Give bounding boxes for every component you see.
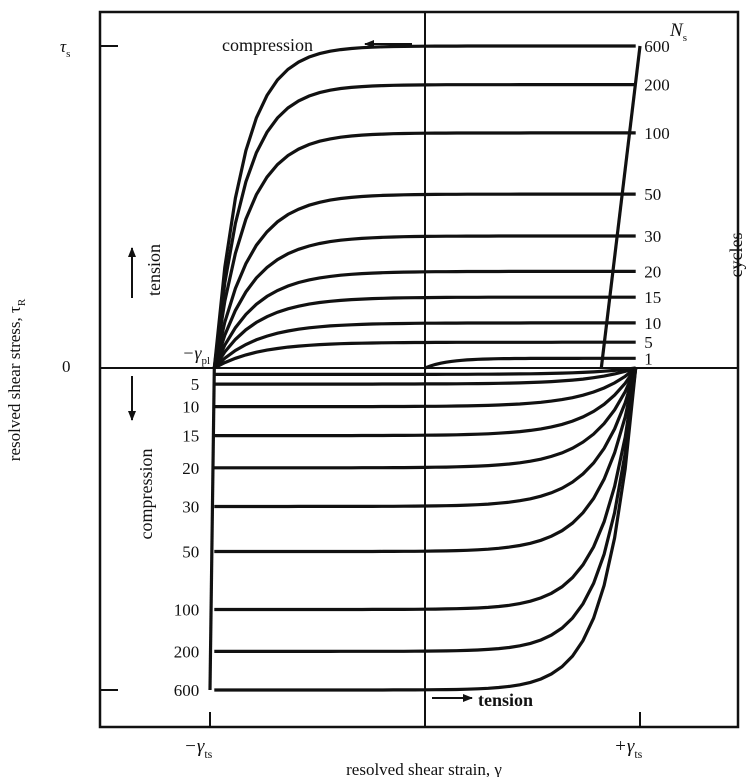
- compression-curve-1: [214, 366, 636, 376]
- plot-border: [98, 10, 740, 729]
- compression-curve-200: [214, 367, 638, 653]
- left-elastic-line: [208, 367, 216, 691]
- tension-curve-100: [212, 131, 636, 369]
- cycles-label: cycles: [726, 233, 746, 278]
- tension-label-600: 600: [644, 37, 670, 56]
- y-axis-title: resolved shear stress, τR: [5, 298, 28, 461]
- compression-top-label: compression: [222, 35, 313, 55]
- tension-curve-30: [212, 234, 636, 369]
- tension-curve-200: [212, 83, 636, 369]
- compression-curve-30: [214, 367, 638, 509]
- compression-curve-50: [214, 367, 638, 554]
- tension-label-1: 1: [644, 349, 653, 368]
- tension-curve-5: [213, 340, 636, 370]
- tension-label-15: 15: [644, 288, 661, 307]
- tension-label-50: 50: [644, 185, 661, 204]
- tension-curve-20: [212, 269, 636, 369]
- compression-label-600: 600: [174, 681, 200, 700]
- plot-frame: [98, 10, 740, 729]
- tension-label-100: 100: [644, 124, 670, 143]
- compression-label-100: 100: [174, 601, 200, 620]
- x-axis-title: resolved shear strain, γ: [346, 760, 502, 777]
- curves: [208, 44, 642, 692]
- y-tick-label-1: τs: [60, 37, 70, 60]
- x-tick-label-neg: −γts: [184, 736, 213, 761]
- compression-left-label: compression: [136, 449, 156, 540]
- compression-label-30: 30: [182, 497, 199, 516]
- compression-curve-600: [214, 367, 638, 692]
- tension-label-20: 20: [644, 262, 661, 281]
- tension-left-label: tension: [144, 244, 164, 296]
- compression-label-50: 50: [182, 543, 199, 562]
- tension-curve-15: [212, 295, 636, 369]
- tension-curve-10: [213, 321, 636, 370]
- compression-label-20: 20: [182, 459, 199, 478]
- tension-label-200: 200: [644, 76, 670, 95]
- tension-curve-50: [212, 192, 636, 369]
- tension-label-30: 30: [644, 227, 661, 246]
- compression-label-10: 10: [182, 398, 199, 417]
- tension-curve-1: [424, 356, 636, 370]
- y-tick-label-0: 0: [62, 357, 71, 376]
- tension-label-10: 10: [644, 314, 661, 333]
- tension-curve-600: [212, 44, 636, 369]
- gamma-pl-label: −γpl: [182, 343, 210, 367]
- tension-label-5: 5: [644, 333, 653, 352]
- compression-curve-10: [214, 366, 637, 409]
- compression-curve-100: [214, 367, 638, 612]
- cycle-labels: 1551010151520203030505010010020020060060…: [174, 37, 670, 700]
- tension-bottom-label: tension: [478, 690, 533, 710]
- compression-curve-20: [214, 367, 638, 470]
- ns-label: Ns: [669, 20, 687, 44]
- compression-curve-5: [214, 366, 637, 386]
- right-elastic-line: [599, 45, 642, 369]
- compression-label-15: 15: [182, 427, 199, 446]
- compression-curve-15: [214, 367, 638, 438]
- compression-label-200: 200: [174, 642, 200, 661]
- axes: [100, 12, 738, 727]
- x-tick-label-pos: +γts: [614, 736, 643, 761]
- compression-label-5: 5: [191, 375, 200, 394]
